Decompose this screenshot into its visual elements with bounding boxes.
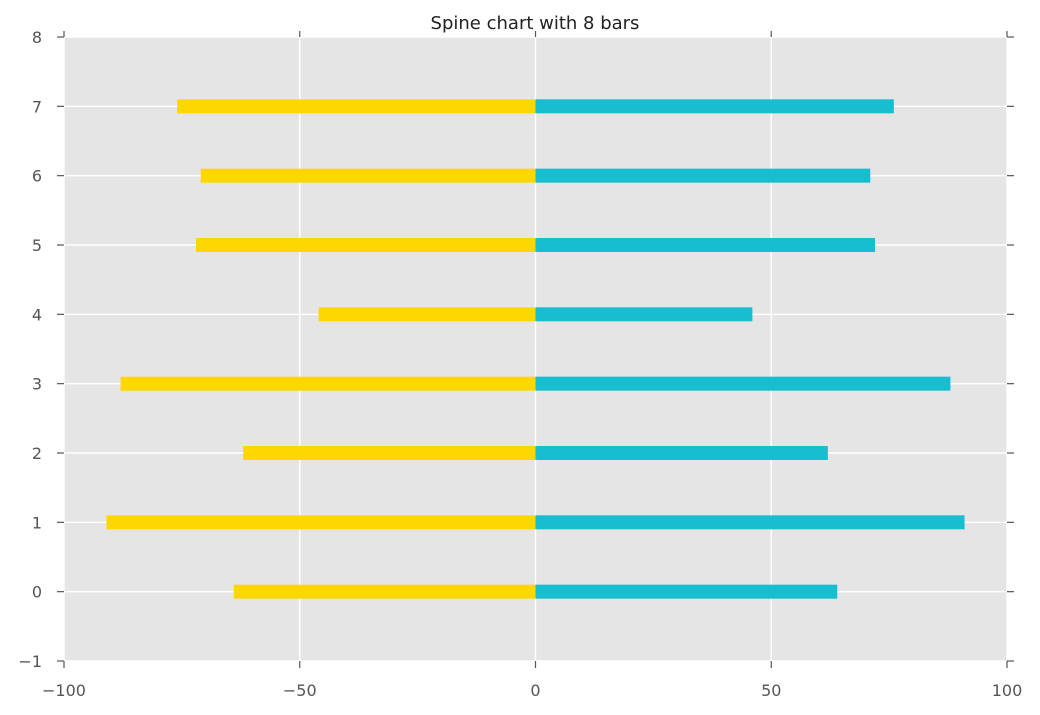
y-tick-label: 3 bbox=[32, 375, 42, 394]
x-tick-label: 50 bbox=[761, 681, 781, 700]
bar-left-0 bbox=[233, 584, 536, 599]
bar-right-0 bbox=[535, 584, 838, 599]
y-tick-label: 5 bbox=[32, 236, 42, 255]
y-tick-label: 8 bbox=[32, 28, 42, 47]
bar-right-6 bbox=[535, 168, 871, 183]
bar-right-1 bbox=[535, 515, 965, 530]
bar-left-5 bbox=[196, 238, 536, 252]
bar-right-2 bbox=[535, 446, 828, 460]
x-tick-label: −100 bbox=[42, 681, 86, 700]
x-tick-label: 0 bbox=[530, 681, 540, 700]
x-tick-label: 100 bbox=[992, 681, 1023, 700]
bar-right-5 bbox=[535, 238, 875, 252]
bar-left-6 bbox=[200, 168, 536, 183]
x-tick-label: −50 bbox=[283, 681, 317, 700]
bar-left-2 bbox=[243, 446, 536, 460]
y-tick-label: 1 bbox=[32, 513, 42, 532]
y-tick-label: −1 bbox=[18, 652, 42, 671]
chart-title: Spine chart with 8 bars bbox=[431, 13, 640, 34]
bar-right-4 bbox=[535, 307, 753, 322]
bar-left-7 bbox=[177, 99, 536, 114]
bar-left-3 bbox=[120, 376, 536, 391]
bar-right-7 bbox=[535, 99, 894, 114]
bar-left-1 bbox=[106, 515, 536, 530]
bar-left-4 bbox=[318, 307, 536, 322]
y-tick-label: 6 bbox=[32, 167, 42, 186]
y-tick-label: 4 bbox=[32, 305, 42, 324]
bar-right-3 bbox=[535, 376, 951, 391]
y-tick-label: 2 bbox=[32, 444, 42, 463]
y-tick-label: 7 bbox=[32, 97, 42, 116]
y-tick-label: 0 bbox=[32, 583, 42, 602]
